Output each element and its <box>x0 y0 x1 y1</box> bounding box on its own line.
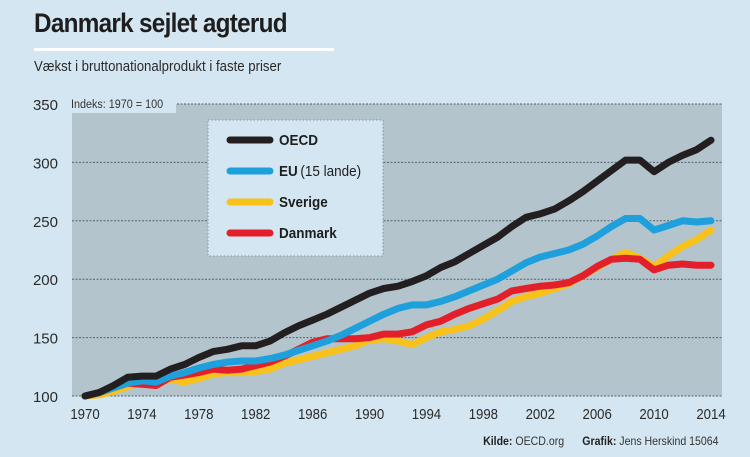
series-line-oecd <box>81 136 715 400</box>
graphic-label: Grafik: <box>581 434 616 448</box>
index-annotation: Indeks: 1970 = 100 <box>71 99 163 112</box>
chart-subtitle: Vækst i bruttonationalprodukt i faste pr… <box>34 58 282 75</box>
y-tick-label: 100 <box>33 389 58 406</box>
legend: OECD EU (15 lande) Sverige Danmark <box>207 119 384 257</box>
plot-background <box>72 104 722 396</box>
chart-title: Danmark sejlet agterud <box>34 8 288 38</box>
x-tick-label: 1998 <box>469 405 498 422</box>
series-line-eu <box>81 215 715 400</box>
x-tick-label: 1982 <box>241 405 270 422</box>
title-underline <box>34 48 334 51</box>
x-tick-label: 1978 <box>184 405 213 422</box>
x-tick-label: 2010 <box>639 405 668 422</box>
annotation-background <box>66 95 176 113</box>
x-tick-label: 1990 <box>355 405 384 422</box>
legend-label-danmark: Danmark <box>279 225 337 242</box>
x-tick-label: 1970 <box>70 405 99 422</box>
series-lines <box>81 136 715 400</box>
source-value: OECD.org <box>514 434 564 448</box>
x-tick-label: 1974 <box>127 405 156 422</box>
y-tick-label: 250 <box>33 214 58 231</box>
x-axis-ticks: 1970 1974 1978 1982 1986 1990 1994 1998 2002 2006… <box>70 405 725 422</box>
footer-credits: Kilde: OECD.org Grafik: Jens Herskind 15… <box>483 434 718 448</box>
y-axis-ticks: 100 150 200 250 300 350 <box>33 97 58 406</box>
graphic-value: Jens Herskind 15064 <box>618 434 718 448</box>
y-tick-label: 350 <box>33 97 58 114</box>
legend-label-sverige: Sverige <box>279 194 328 211</box>
y-tick-label: 200 <box>33 272 58 289</box>
x-tick-label: 1986 <box>298 405 327 422</box>
legend-label-oecd: OECD <box>279 132 318 149</box>
x-tick-label: 2014 <box>696 405 725 422</box>
y-tick-label: 300 <box>33 155 58 172</box>
x-tick-label: 1994 <box>412 405 441 422</box>
x-tick-label: 2002 <box>526 405 555 422</box>
y-tick-label: 150 <box>33 331 58 348</box>
source-label: Kilde: <box>482 434 512 448</box>
legend-label-eu: EU (15 lande) <box>279 163 361 180</box>
x-tick-label: 2006 <box>583 405 612 422</box>
